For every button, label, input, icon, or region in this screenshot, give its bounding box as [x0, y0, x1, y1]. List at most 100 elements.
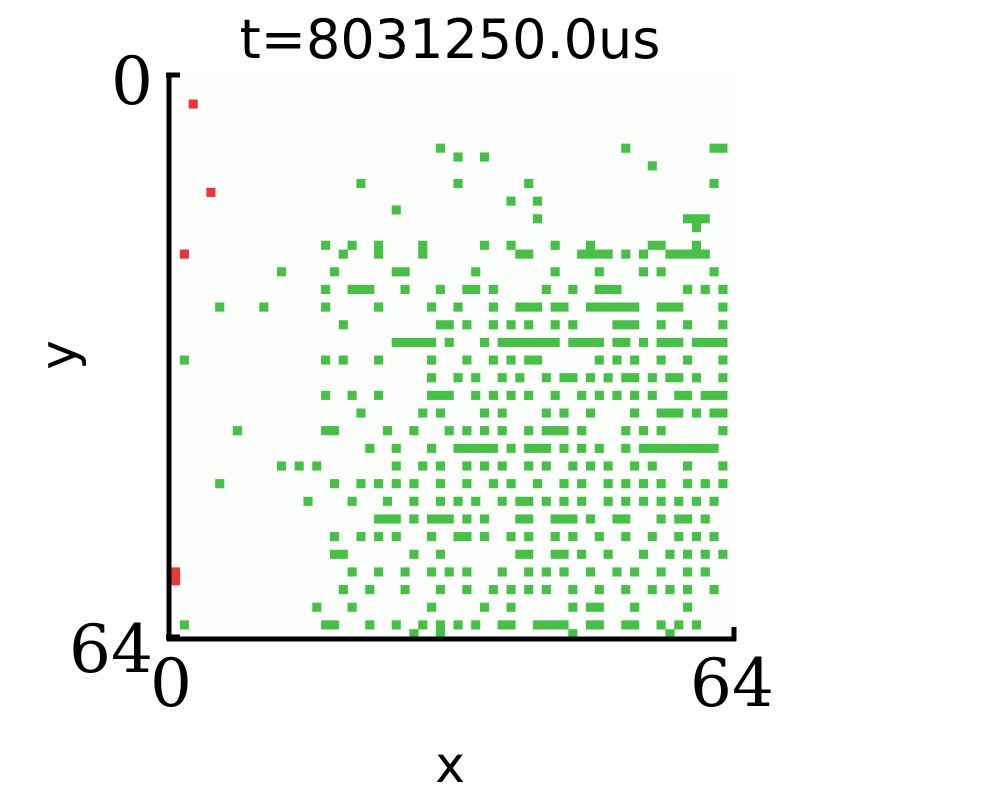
event-cell-on — [374, 355, 384, 365]
event-cell-on — [462, 567, 472, 577]
event-cell-on — [585, 620, 596, 630]
event-cell-on — [603, 249, 613, 259]
event-cell-on — [709, 532, 719, 542]
event-cell-on — [594, 302, 604, 312]
event-cell-on — [656, 408, 666, 418]
event-cell-on — [585, 567, 596, 577]
event-cell-on — [594, 284, 604, 295]
event-cell-on — [259, 302, 269, 312]
event-cell-on — [621, 249, 631, 259]
event-cell-on — [471, 267, 481, 277]
event-cell-on — [462, 443, 472, 453]
event-cell-on — [321, 390, 331, 400]
event-cell-on — [427, 602, 437, 612]
event-cell-on — [709, 337, 719, 347]
event-cell-on — [709, 178, 719, 189]
event-cell-on — [577, 249, 587, 259]
event-cell-on — [409, 514, 419, 524]
event-cell-on — [674, 337, 684, 347]
event-cell-on — [621, 373, 631, 383]
event-cell-on — [541, 620, 551, 630]
event-cell-on — [532, 302, 543, 312]
event-cell-on — [585, 302, 596, 312]
event-cell-off — [206, 187, 216, 197]
event-cell-on — [674, 443, 684, 453]
event-cell-on — [718, 284, 728, 295]
event-cell-on — [674, 390, 684, 400]
event-cell-on — [559, 443, 569, 453]
event-cell-on — [347, 496, 357, 506]
event-cell-on — [541, 373, 551, 383]
event-cell-on — [691, 373, 701, 383]
event-cell-on — [550, 267, 560, 277]
event-cell-on — [479, 602, 490, 612]
event-cell-on — [700, 443, 710, 453]
event-cell-on — [550, 426, 560, 436]
event-cell-on — [594, 443, 604, 453]
event-cell-on — [497, 461, 507, 471]
event-cell-on — [427, 373, 437, 383]
event-cell-on — [683, 284, 693, 295]
event-cell-on — [435, 390, 445, 400]
event-cell-on — [656, 355, 666, 365]
event-cell-on — [435, 408, 445, 418]
event-cell-on — [418, 249, 428, 259]
event-cell-on — [585, 240, 596, 250]
event-cell-on — [577, 549, 587, 559]
event-cell-on — [515, 337, 525, 347]
event-cell-on — [321, 284, 331, 295]
event-cell-on — [497, 408, 507, 418]
event-cell-on — [347, 602, 357, 612]
event-cell-on — [506, 479, 516, 489]
event-cell-on — [585, 514, 596, 524]
event-cell-on — [524, 390, 534, 400]
event-cell-on — [418, 337, 428, 347]
event-cell-on — [356, 479, 366, 489]
event-cell-on — [594, 337, 604, 347]
event-cell-on — [594, 585, 604, 595]
event-cell-on — [435, 585, 445, 595]
event-cell-on — [515, 373, 525, 383]
event-cell-on — [683, 514, 693, 524]
event-cell-on — [497, 426, 507, 436]
event-cell-on — [630, 302, 640, 312]
event-cell-on — [612, 567, 622, 577]
event-cell-on — [683, 390, 693, 400]
event-cell-on — [585, 461, 596, 471]
event-cell-on — [382, 426, 393, 436]
event-cell-on — [603, 461, 613, 471]
event-cell-on — [471, 373, 481, 383]
event-cell-on — [391, 532, 401, 542]
event-cell-on — [568, 337, 578, 347]
event-cell-on — [400, 567, 410, 577]
event-cell-on — [638, 496, 649, 506]
event-cell-on — [524, 302, 534, 312]
event-cell-on — [691, 249, 701, 259]
event-cell-on — [515, 249, 525, 259]
event-cell-on — [524, 355, 534, 365]
event-cell-on — [524, 549, 534, 559]
event-cell-on — [329, 426, 340, 436]
event-cell-on — [374, 567, 384, 577]
event-cell-on — [497, 337, 507, 347]
event-cell-on — [506, 337, 516, 347]
event-cell-on — [665, 585, 675, 595]
event-cell-on — [577, 426, 587, 436]
event-cell-on — [594, 532, 604, 542]
event-cell-on — [541, 337, 551, 347]
event-cell-on — [647, 585, 657, 595]
event-cell-on — [506, 443, 516, 453]
event-cell-on — [356, 532, 366, 542]
event-cell-on — [427, 390, 437, 400]
event-cell-on — [338, 549, 348, 559]
event-cell-on — [665, 549, 675, 559]
event-cell-on — [427, 337, 437, 347]
event-cell-on — [674, 249, 684, 259]
event-cell-on — [347, 567, 357, 577]
event-cell-on — [550, 549, 560, 559]
event-cell-on — [647, 390, 657, 400]
event-cell-on — [621, 320, 631, 330]
event-cell-on — [612, 320, 622, 330]
event-cell-on — [577, 337, 587, 347]
event-cell-on — [683, 214, 693, 224]
